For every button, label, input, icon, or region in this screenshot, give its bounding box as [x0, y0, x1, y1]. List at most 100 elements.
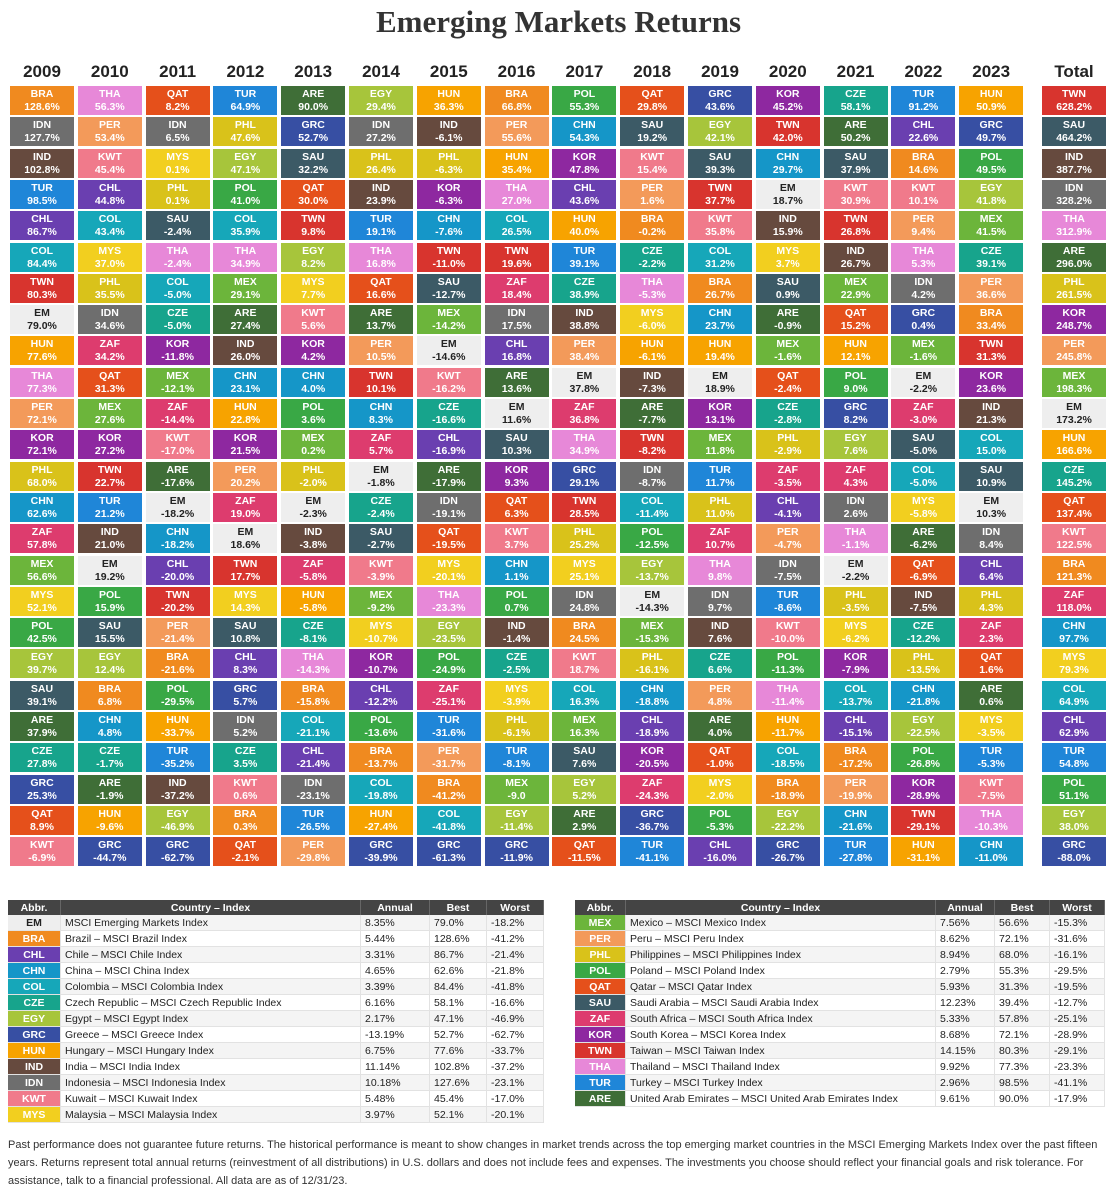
return-cell-hun: HUN -5.8%: [281, 586, 346, 616]
cell-value: 628.2%: [1056, 101, 1092, 113]
legend-header-country: Country – Index: [625, 900, 936, 915]
return-cell-grc: GRC -36.7%: [620, 805, 685, 835]
cell-value: 27.0%: [501, 194, 532, 207]
cell-abbr: QAT: [505, 494, 528, 507]
legend-country-index: Philippines – MSCI Philippines Index: [625, 946, 936, 963]
cell-value: -6.2%: [909, 539, 938, 552]
return-cell-cze: CZE -16.6%: [416, 399, 481, 428]
return-cell-bra: BRA 128.6%: [10, 86, 74, 115]
cell-value: -3.5%: [977, 727, 1005, 739]
cell-abbr: MYS: [166, 150, 189, 163]
cell-abbr: ARE: [98, 776, 121, 789]
legend-best: 77.6%: [429, 1042, 487, 1059]
cell-abbr: KOR: [437, 181, 461, 194]
cell-abbr: CHN: [301, 369, 325, 382]
cell-abbr: HUN: [844, 338, 867, 351]
return-cell-chl: CHL 22.6%: [891, 117, 956, 147]
legend-annual: 10.18%: [360, 1074, 430, 1091]
legend-worst: -46.9%: [486, 1010, 544, 1027]
cell-abbr: KOR: [233, 432, 258, 445]
return-cell-zaf: ZAF 36.8%: [552, 399, 617, 428]
return-cell-mys: MYS -3.9%: [484, 680, 549, 710]
cell-abbr: CHN: [437, 213, 461, 226]
return-cell-phl: PHL 11.0%: [688, 492, 752, 522]
return-cell-chl: CHL 86.7%: [10, 211, 74, 241]
cell-abbr: COL: [234, 213, 257, 226]
cell-abbr: GRC: [504, 839, 529, 852]
return-cell-zaf: ZAF -14.4%: [145, 399, 210, 428]
return-cell-per: PER -19.9%: [823, 774, 888, 804]
cell-abbr: ARE: [437, 463, 460, 476]
cell-abbr: TWN: [301, 213, 326, 226]
return-cell-sau: SAU 32.2%: [281, 148, 346, 178]
cell-abbr: CHL: [302, 745, 324, 758]
cell-value: 0.6%: [233, 789, 258, 802]
return-cell-phl: PHL -2.9%: [755, 430, 820, 460]
legend-country-index: Thailand – MSCI Thailand Index: [625, 1058, 936, 1075]
cell-value: -31.7%: [432, 758, 466, 771]
cell-abbr: IDN: [1064, 181, 1084, 194]
cell-abbr: CHL: [505, 338, 528, 351]
cell-abbr: QAT: [234, 839, 257, 852]
cell-value: -44.7%: [93, 852, 127, 865]
legend-country-index: Saudi Arabia – MSCI Saudi Arabia Index: [625, 994, 936, 1011]
return-cell-kor: KOR -11.8%: [145, 336, 210, 366]
cell-abbr: QAT: [912, 557, 935, 570]
legend-worst: -23.1%: [486, 1074, 544, 1091]
cell-abbr: GRC: [369, 839, 393, 852]
cell-abbr: POL: [438, 651, 460, 664]
cell-abbr: KOR: [911, 776, 936, 789]
cell-value: 0.7%: [504, 601, 529, 614]
return-cell-zaf: ZAF 10.7%: [688, 524, 752, 554]
legend-row: IND India – MSCI India Index 11.14% 102.8% -…: [8, 1058, 544, 1075]
cell-value: -11.4%: [635, 507, 669, 520]
cell-abbr: IDN: [32, 119, 52, 132]
legend-worst: -41.8%: [486, 978, 544, 995]
cell-value: 3.5%: [233, 758, 258, 771]
legend-country-index: Greece – MSCI Greece Index: [60, 1026, 361, 1043]
legend-best: 39.4%: [994, 994, 1050, 1011]
cell-value: -2.4%: [367, 507, 395, 520]
return-cell-em: EM 18.7%: [755, 179, 820, 209]
return-cell-grc: GRC -39.9%: [349, 837, 413, 867]
cell-value: 22.9%: [840, 288, 871, 301]
cell-abbr: GRC: [911, 307, 936, 320]
return-cell-are: ARE 27.4%: [213, 305, 278, 335]
cell-abbr: TWN: [436, 244, 461, 257]
legend-worst: -15.3%: [1049, 915, 1105, 931]
cell-value: -14.3%: [296, 664, 330, 677]
year-header: 2022: [904, 62, 943, 81]
cell-value: -21.8%: [906, 695, 941, 708]
return-cell-per: PER -31.7%: [416, 743, 481, 773]
cell-value: -6.0%: [638, 320, 666, 333]
legend-annual: 8.68%: [935, 1026, 995, 1043]
cell-abbr: ARE: [641, 401, 664, 413]
legend-best: 102.8%: [429, 1058, 487, 1075]
cell-abbr: MYS: [979, 714, 1003, 726]
cell-abbr: ARE: [369, 307, 393, 320]
return-cell-tha: THA 16.8%: [349, 242, 413, 272]
legend-annual: 5.48%: [360, 1090, 430, 1107]
cell-value: 52.1%: [27, 601, 57, 614]
cell-value: -13.5%: [906, 664, 941, 677]
legend-worst: -37.2%: [486, 1058, 544, 1075]
return-cell-ind: IND -3.8%: [281, 524, 346, 554]
return-cell-col: COL -19.8%: [349, 774, 413, 804]
cell-abbr: POL: [505, 588, 528, 601]
cell-value: -8.2%: [638, 445, 666, 458]
cell-value: 34.9%: [569, 445, 600, 458]
return-cell-tha: THA -11.4%: [755, 680, 820, 710]
cell-abbr: CHL: [777, 494, 799, 507]
cell-value: -22.2%: [771, 820, 805, 833]
cell-abbr: EGY: [980, 181, 1003, 194]
cell-abbr: CHN: [166, 526, 189, 539]
cell-value: 29.1%: [230, 288, 261, 301]
cell-abbr: TUR: [1063, 745, 1085, 758]
legend-country-index: Mexico – MSCI Mexico Index: [625, 915, 936, 931]
cell-abbr: ZAF: [438, 682, 459, 695]
return-cell-hun: HUN 50.9%: [959, 86, 1024, 115]
cell-abbr: ZAF: [845, 463, 866, 476]
cell-value: 34.9%: [230, 257, 261, 270]
cell-value: 55.3%: [569, 101, 600, 113]
cell-value: 56.3%: [94, 101, 125, 113]
